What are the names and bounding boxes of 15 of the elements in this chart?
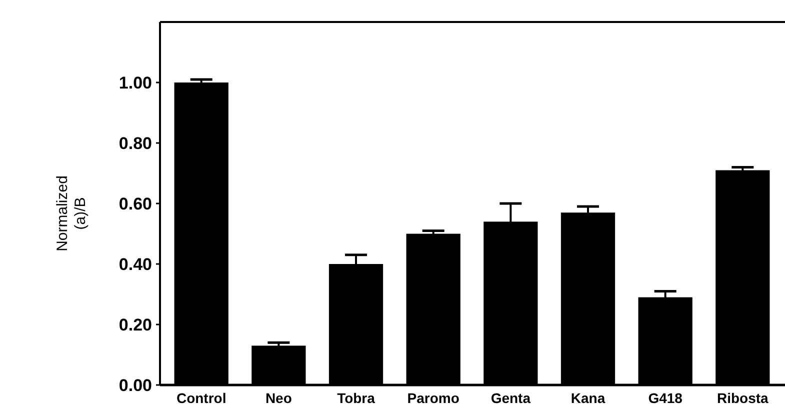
x-tick-label: G418 (648, 390, 683, 406)
y-tick-label: 0.20 (118, 315, 152, 334)
y-tick-label: 0.60 (118, 194, 152, 214)
x-tick-label: Ribosta (716, 390, 769, 406)
x-tick-label: Control (176, 390, 226, 406)
y-axis-title: Normalized (a)/B (54, 176, 89, 252)
y-tick-label: 0.00 (118, 376, 152, 395)
x-tick-label: Genta (490, 390, 531, 406)
x-tick-label: Kana (570, 390, 606, 406)
y-tick-label: 1.00 (118, 73, 152, 92)
x-tick-label: Tobra (337, 390, 376, 406)
x-tick-label: Paromo (407, 390, 460, 406)
y-tick-label: 0.40 (118, 254, 152, 274)
x-tick-label: Neo (265, 390, 292, 406)
y-tick-label: 0.80 (118, 134, 152, 153)
